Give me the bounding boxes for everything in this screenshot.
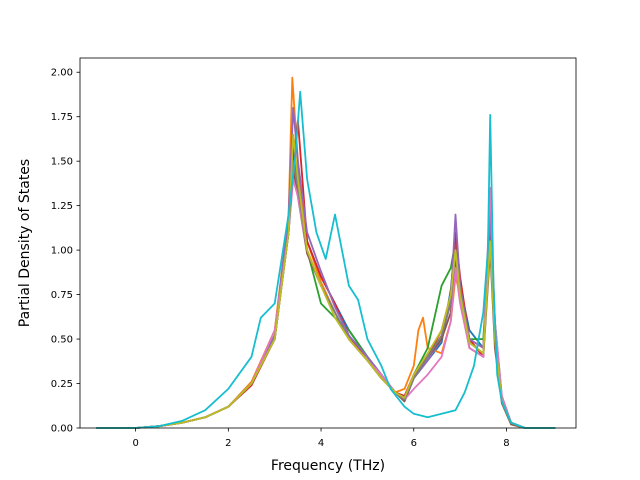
plot-area bbox=[80, 58, 576, 428]
y-axis-label: Partial Density of States bbox=[17, 159, 33, 327]
x-axis-ticks: 0 2 4 6 8 bbox=[132, 428, 510, 449]
series-line-10 bbox=[96, 90, 556, 429]
y-tick-label: 1.50 bbox=[51, 157, 73, 168]
x-tick-label: 2 bbox=[225, 438, 231, 449]
series-layer bbox=[96, 76, 556, 429]
y-tick-label: 1.25 bbox=[51, 201, 73, 212]
y-tick-label: 0.25 bbox=[51, 379, 73, 390]
y-axis-ticks: 0.00 0.25 0.50 0.75 1.00 1.25 1.50 1.75 2.00 bbox=[51, 68, 80, 435]
series-line-9 bbox=[96, 133, 556, 429]
x-tick-label: 0 bbox=[132, 438, 138, 449]
plot-frame bbox=[79, 57, 577, 429]
y-tick-label: 0.50 bbox=[51, 335, 73, 346]
y-tick-label: 1.00 bbox=[51, 246, 73, 257]
y-tick-label: 2.00 bbox=[51, 68, 73, 79]
x-axis-label: Frequency (THz) bbox=[271, 458, 385, 474]
y-tick-label: 0.00 bbox=[51, 424, 73, 435]
x-tick-label: 8 bbox=[503, 438, 509, 449]
x-tick-label: 4 bbox=[318, 438, 324, 449]
x-tick-label: 6 bbox=[411, 438, 417, 449]
y-tick-label: 1.75 bbox=[51, 112, 73, 123]
y-tick-label: 0.75 bbox=[51, 290, 73, 301]
